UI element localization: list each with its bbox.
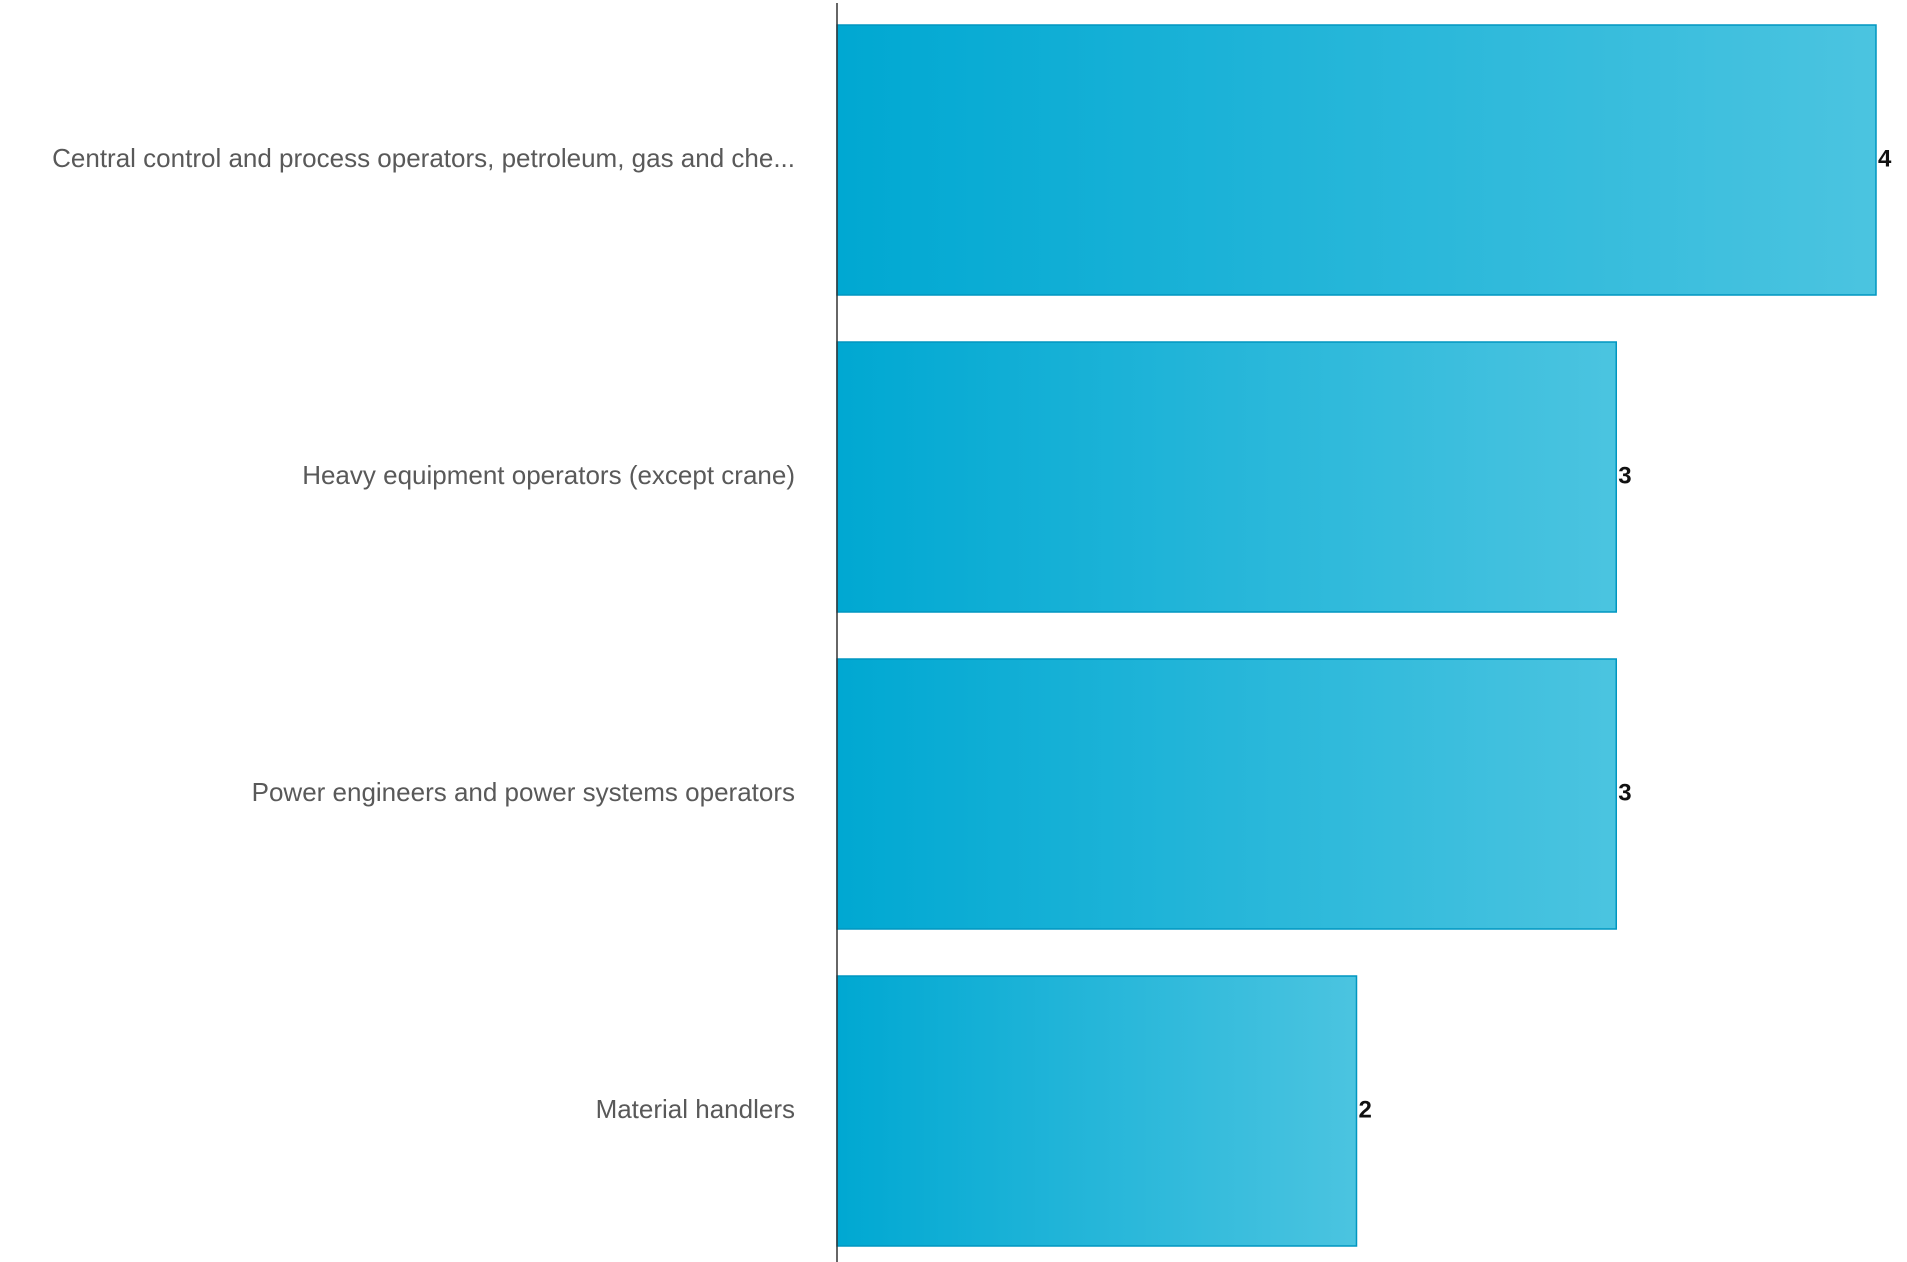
value-label-0: 4 — [1878, 145, 1892, 172]
category-label-3: Material handlers — [596, 1094, 795, 1124]
value-labels-layer: 4 3 3 2 — [1359, 145, 1893, 1123]
bar-0 — [836, 24, 1877, 296]
category-label-0: Central control and process operators, p… — [52, 143, 795, 173]
bars-layer — [836, 24, 1877, 1247]
value-label-1: 3 — [1618, 462, 1631, 489]
bar-1 — [836, 341, 1617, 613]
category-label-2: Power engineers and power systems operat… — [252, 777, 795, 807]
value-label-3: 2 — [1359, 1096, 1372, 1123]
category-labels-layer: Central control and process operators, p… — [52, 143, 795, 1124]
category-label-1: Heavy equipment operators (except crane) — [302, 460, 795, 490]
bar-2 — [836, 658, 1617, 930]
bar-3 — [836, 975, 1358, 1247]
value-label-2: 3 — [1618, 779, 1631, 806]
